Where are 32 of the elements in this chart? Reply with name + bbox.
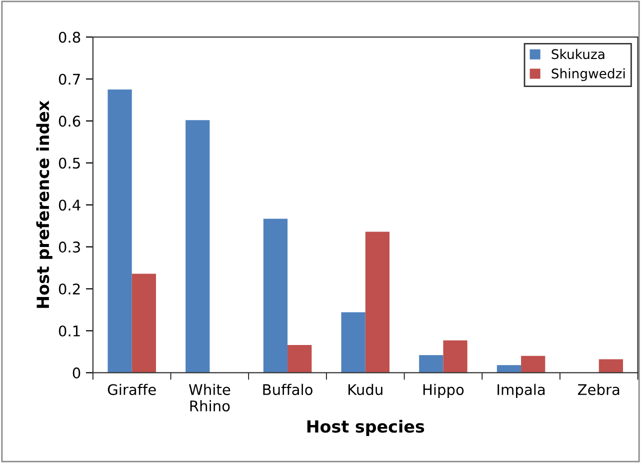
x-tick-label: Zebra	[578, 384, 620, 396]
x-tick-label: White Rhino	[188, 384, 230, 412]
bar	[443, 340, 468, 373]
y-tick-label: 0.4	[58, 200, 80, 211]
legend-label: Shingwedzi	[552, 68, 625, 82]
bar	[341, 312, 366, 373]
y-tick-label: 0.3	[58, 242, 80, 253]
x-tick-label: Buffalo	[263, 384, 312, 396]
bar	[521, 356, 546, 373]
bar	[263, 218, 288, 373]
y-tick-label: 0.7	[58, 74, 80, 85]
y-tick-label: 0.8	[58, 32, 80, 43]
bar	[419, 355, 444, 373]
x-tick-label: Kudu	[348, 384, 382, 396]
y-tick-label: 0.2	[58, 284, 80, 295]
bar	[496, 365, 522, 373]
bar	[598, 359, 624, 373]
x-tick-label: Hippo	[423, 384, 464, 398]
x-axis-title: Host species	[307, 420, 424, 436]
y-tick-label: 0	[72, 367, 80, 378]
x-tick-label: Impala	[498, 384, 545, 398]
bar	[288, 345, 312, 373]
bar	[365, 232, 390, 373]
bar	[186, 120, 210, 373]
bar	[108, 89, 132, 373]
bar	[132, 274, 156, 373]
y-tick-label: 0.1	[58, 325, 80, 337]
y-axis-title: Host preference index	[36, 100, 52, 308]
y-tick-label: 0.6	[58, 116, 80, 127]
y-tick-label: 0.5	[58, 158, 80, 169]
x-tick-label: Giraffe	[108, 384, 156, 396]
legend-label: Skukuza	[552, 48, 604, 60]
